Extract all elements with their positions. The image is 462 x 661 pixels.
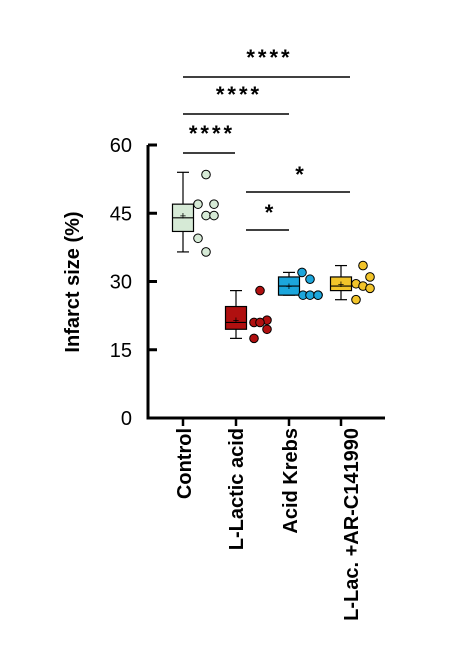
data-point [255, 285, 265, 296]
y-tick-label: 60 [110, 135, 132, 157]
significance-brackets: ************** [183, 45, 350, 231]
data-point [358, 260, 368, 271]
y-tick-label: 45 [110, 203, 132, 225]
mean-marker: + [180, 211, 186, 223]
y-axis: 0 15 30 45 60 [110, 135, 385, 430]
data-point [249, 333, 259, 344]
y-tick-label: 30 [110, 272, 132, 294]
category-label: L-Lactic acid [226, 428, 248, 550]
box-1 [224, 305, 248, 330]
data-point [209, 199, 219, 209]
data-point [305, 274, 315, 285]
data-point [365, 272, 375, 282]
y-axis-title: Infarct size (%) [62, 211, 84, 352]
significance-label: **** [246, 45, 292, 70]
data-point [313, 290, 323, 300]
significance-label: **** [189, 121, 235, 146]
category-label: Control [174, 428, 196, 499]
data-point [193, 233, 203, 244]
data-point [201, 247, 211, 257]
data-point [305, 290, 315, 300]
y-tick-label: 15 [110, 340, 132, 362]
category-label: Acid Krebs [280, 428, 302, 534]
data-point [351, 294, 361, 305]
significance-label: * [265, 200, 277, 225]
data-point [365, 283, 375, 294]
box-plots: + + + + [171, 171, 353, 339]
data-point [201, 169, 211, 180]
category-label: L-Lac. +AR-C141990 [341, 428, 363, 621]
category-labels: Control L-Lactic acid Acid Krebs L-Lac. +AR… [174, 428, 363, 621]
data-point [262, 324, 272, 335]
y-tick-label: 0 [121, 408, 132, 430]
mean-marker: + [286, 281, 292, 293]
data-point [255, 317, 265, 328]
data-point [209, 210, 219, 221]
data-points [193, 169, 375, 344]
data-point [297, 267, 307, 278]
mean-marker: + [233, 315, 239, 327]
data-point [193, 199, 203, 209]
significance-label: * [295, 162, 307, 187]
significance-label: **** [216, 82, 262, 107]
mean-marker: + [338, 279, 344, 291]
data-point [201, 210, 211, 221]
